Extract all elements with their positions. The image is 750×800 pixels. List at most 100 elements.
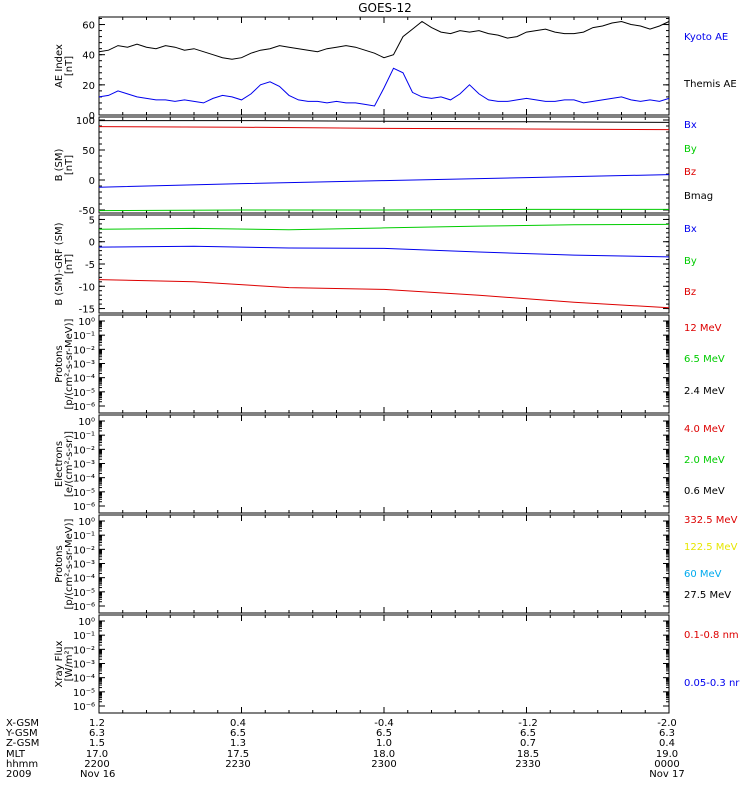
y-tick-label: 10⁻³ — [73, 360, 95, 371]
y-tick-label: 10⁻² — [73, 445, 95, 456]
legend-item: 0.05-0.3 nr — [684, 678, 740, 689]
y-axis-label: [nT] — [64, 254, 75, 274]
legend-item: 27.5 MeV — [684, 590, 731, 601]
y-tick-label: 0 — [89, 111, 95, 122]
y-tick-label: 10⁻⁶ — [73, 502, 95, 513]
y-tick-label: 5 — [89, 215, 95, 226]
y-tick-label: 10⁻² — [73, 645, 95, 656]
y-tick-label: 10⁻³ — [73, 560, 95, 571]
ephemeris-value: 18.5 — [517, 749, 539, 760]
y-tick-label: 10⁻⁵ — [73, 488, 95, 499]
y-tick-label: 10⁻¹ — [73, 631, 95, 642]
panel-frame — [98, 414, 670, 514]
ephemeris-value: 6.5 — [230, 728, 246, 739]
y-tick-label: 50 — [82, 146, 95, 157]
y-axis-label: [nT] — [64, 56, 75, 76]
y-axis-label: [p/(cm²-s-sr-MeV)] — [64, 518, 75, 609]
y-tick-label: -15 — [79, 305, 95, 316]
ephemeris-value: -2.0 — [657, 718, 677, 729]
panel-frame — [98, 614, 670, 714]
panel-protons_hepad: 10⁰ 10⁻¹ 10⁻² 10⁻³ 10⁻⁴ 10⁻⁵ 10⁻⁶ Protons [p/(cm… — [54, 514, 738, 614]
ephemeris-value: 1.0 — [376, 738, 392, 749]
legend-item: Bx — [684, 224, 697, 235]
y-tick-label: 10⁻⁵ — [73, 688, 95, 699]
panel-frame — [98, 116, 670, 214]
y-axis-label: Electrons — [54, 441, 65, 487]
y-tick-label: 10⁻¹ — [73, 431, 95, 442]
ephemeris-value: 2300 — [371, 759, 396, 770]
ephemeris-value: 0000 — [654, 759, 679, 770]
ephemeris-value: 6.3 — [659, 728, 675, 739]
series-line-themis-ae — [98, 67, 670, 107]
series-line-bx — [98, 174, 670, 188]
panel-ae: 0 20 40 60 AE Index [nT] Kyoto AE Themis AE — [54, 16, 737, 122]
ephemeris-row-label: 2009 — [6, 769, 31, 780]
y-tick-label: 10⁻² — [73, 345, 95, 356]
y-tick-label: -5 — [85, 260, 95, 271]
panel-protons_epead: 10⁰ 10⁻¹ 10⁻² 10⁻³ 10⁻⁴ 10⁻⁵ 10⁻⁶ Protons [p/(cm… — [54, 314, 725, 414]
series-line-kyoto-ae — [98, 20, 670, 60]
y-axis-label: Protons — [54, 545, 65, 582]
y-tick-label: 20 — [82, 81, 95, 92]
legend-item: By — [684, 256, 697, 267]
legend-item: 332.5 MeV — [684, 515, 738, 526]
y-tick-label: 40 — [82, 51, 95, 62]
y-axis-label: AE Index — [54, 44, 65, 88]
y-tick-label: 10⁻² — [73, 545, 95, 556]
legend-item: 6.5 MeV — [684, 354, 725, 365]
y-tick-label: 10⁻⁶ — [73, 402, 95, 413]
y-tick-label: 10⁻⁵ — [73, 388, 95, 399]
ephemeris-value: 2200 — [84, 759, 109, 770]
y-axis-label: B (SM) — [54, 148, 65, 181]
ephemeris-value: 1.5 — [89, 738, 105, 749]
ephemeris-row-label: Z-GSM — [6, 738, 39, 749]
ephemeris-row-label: X-GSM — [6, 718, 39, 729]
legend-item: 2.0 MeV — [684, 455, 725, 466]
y-tick-label: 10⁰ — [78, 517, 95, 528]
y-axis-label: B (SM)-GRF (SM) — [54, 222, 65, 305]
legend-item: 0.1-0.8 nm — [684, 630, 739, 641]
panel-xray: 10⁰ 10⁻¹ 10⁻² 10⁻³ 10⁻⁴ 10⁻⁵ 10⁻⁶ Xray Flux [W/m… — [54, 614, 740, 714]
chart-title: GOES-12 — [358, 1, 412, 15]
y-tick-label: 0 — [89, 238, 95, 249]
ephemeris-value: 1.3 — [230, 738, 246, 749]
y-tick-label: 10⁻⁴ — [73, 674, 95, 685]
ephemeris-value: 19.0 — [656, 749, 678, 760]
y-axis-label: [e/(cm²-s-sr)] — [64, 431, 75, 497]
y-axis-label: [p/(cm²-s-sr-MeV)] — [64, 318, 75, 409]
legend-item: 60 MeV — [684, 569, 722, 580]
y-tick-label: 10⁻¹ — [73, 331, 95, 342]
legend-item: 12 MeV — [684, 323, 722, 334]
ephemeris-value: -1.2 — [518, 718, 538, 729]
y-axis-label: Protons — [54, 345, 65, 382]
legend-item: Kyoto AE — [684, 32, 728, 43]
y-tick-label: 10⁻⁶ — [73, 602, 95, 613]
ephemeris-value: Nov 16 — [80, 769, 115, 780]
ephemeris-value: -0.4 — [374, 718, 394, 729]
ephemeris-value: 17.0 — [86, 749, 108, 760]
x-axis-table: X-GSMY-GSMZ-GSMMLThhmm20091.26.31.517.02… — [5, 718, 685, 780]
ephemeris-value: 18.0 — [373, 749, 395, 760]
y-tick-label: 10⁻¹ — [73, 531, 95, 542]
panel-b_sm_grf: -15 -10 -5 0 5 B (SM)-GRF (SM) [nT] Bx By Bz — [54, 214, 697, 316]
ephemeris-value: 1.2 — [89, 718, 105, 729]
ephemeris-value: 6.3 — [89, 728, 105, 739]
y-tick-label: 10⁻⁶ — [73, 702, 95, 713]
ephemeris-value: Nov 17 — [649, 769, 684, 780]
y-tick-label: 10⁻⁴ — [73, 574, 95, 585]
panel-b_sm: -50 0 50 100 B (SM) [nT] Bx By Bz Bmag — [54, 116, 713, 217]
legend-item: Bmag — [684, 191, 713, 202]
legend-item: Bz — [684, 167, 696, 178]
y-tick-label: 10⁻⁴ — [73, 374, 95, 385]
legend-item: Bz — [684, 287, 696, 298]
panel-frame — [98, 214, 670, 314]
ephemeris-value: 0.4 — [659, 738, 675, 749]
legend-item: 2.4 MeV — [684, 386, 725, 397]
y-axis-label: Xray Flux — [54, 640, 65, 687]
legend-item: Bx — [684, 120, 697, 131]
y-tick-label: -50 — [79, 206, 95, 217]
series-line-by — [98, 208, 669, 212]
ephemeris-value: 6.5 — [376, 728, 392, 739]
y-tick-label: 10⁻⁵ — [73, 588, 95, 599]
